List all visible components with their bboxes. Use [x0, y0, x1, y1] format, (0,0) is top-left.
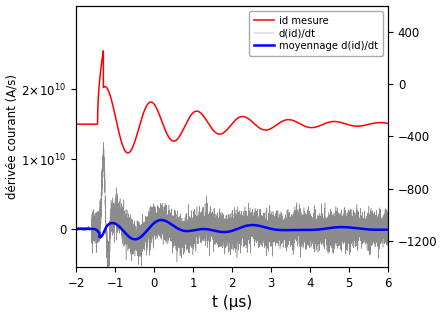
d(id)/dt	[135, 237, 140, 241]
moyennage d(id)/dt	[205, 228, 210, 231]
Line: d(id)/dt: d(id)/dt	[76, 142, 388, 275]
d(id)/dt	[86, 228, 92, 231]
Line: id mesure: id mesure	[76, 51, 388, 153]
d(id)/dt	[369, 229, 374, 233]
id mesure	[146, 101, 152, 105]
Y-axis label: dérivée courant (A/s): dérivée courant (A/s)	[6, 74, 19, 199]
id mesure	[74, 122, 79, 126]
Legend: id mesure, d(id)/dt, moyennage d(id)/dt: id mesure, d(id)/dt, moyennage d(id)/dt	[249, 10, 383, 56]
moyennage d(id)/dt	[300, 228, 306, 232]
moyennage d(id)/dt	[361, 227, 366, 231]
moyennage d(id)/dt	[207, 228, 213, 232]
d(id)/dt	[101, 140, 106, 144]
id mesure	[149, 100, 155, 104]
X-axis label: t (μs): t (μs)	[212, 295, 252, 310]
d(id)/dt	[74, 227, 79, 231]
id mesure	[383, 121, 389, 125]
d(id)/dt	[75, 227, 80, 230]
id mesure	[385, 121, 391, 125]
id mesure	[191, 110, 196, 114]
moyennage d(id)/dt	[159, 218, 164, 222]
moyennage d(id)/dt	[376, 228, 381, 232]
d(id)/dt	[92, 229, 97, 233]
id mesure	[101, 49, 106, 53]
d(id)/dt	[105, 273, 111, 277]
moyennage d(id)/dt	[74, 227, 79, 231]
moyennage d(id)/dt	[132, 237, 138, 241]
d(id)/dt	[385, 221, 391, 225]
d(id)/dt	[226, 233, 231, 237]
moyennage d(id)/dt	[385, 228, 391, 232]
id mesure	[148, 100, 153, 104]
moyennage d(id)/dt	[222, 230, 227, 234]
id mesure	[125, 151, 131, 155]
Line: moyennage d(id)/dt: moyennage d(id)/dt	[76, 220, 388, 239]
id mesure	[214, 131, 219, 135]
